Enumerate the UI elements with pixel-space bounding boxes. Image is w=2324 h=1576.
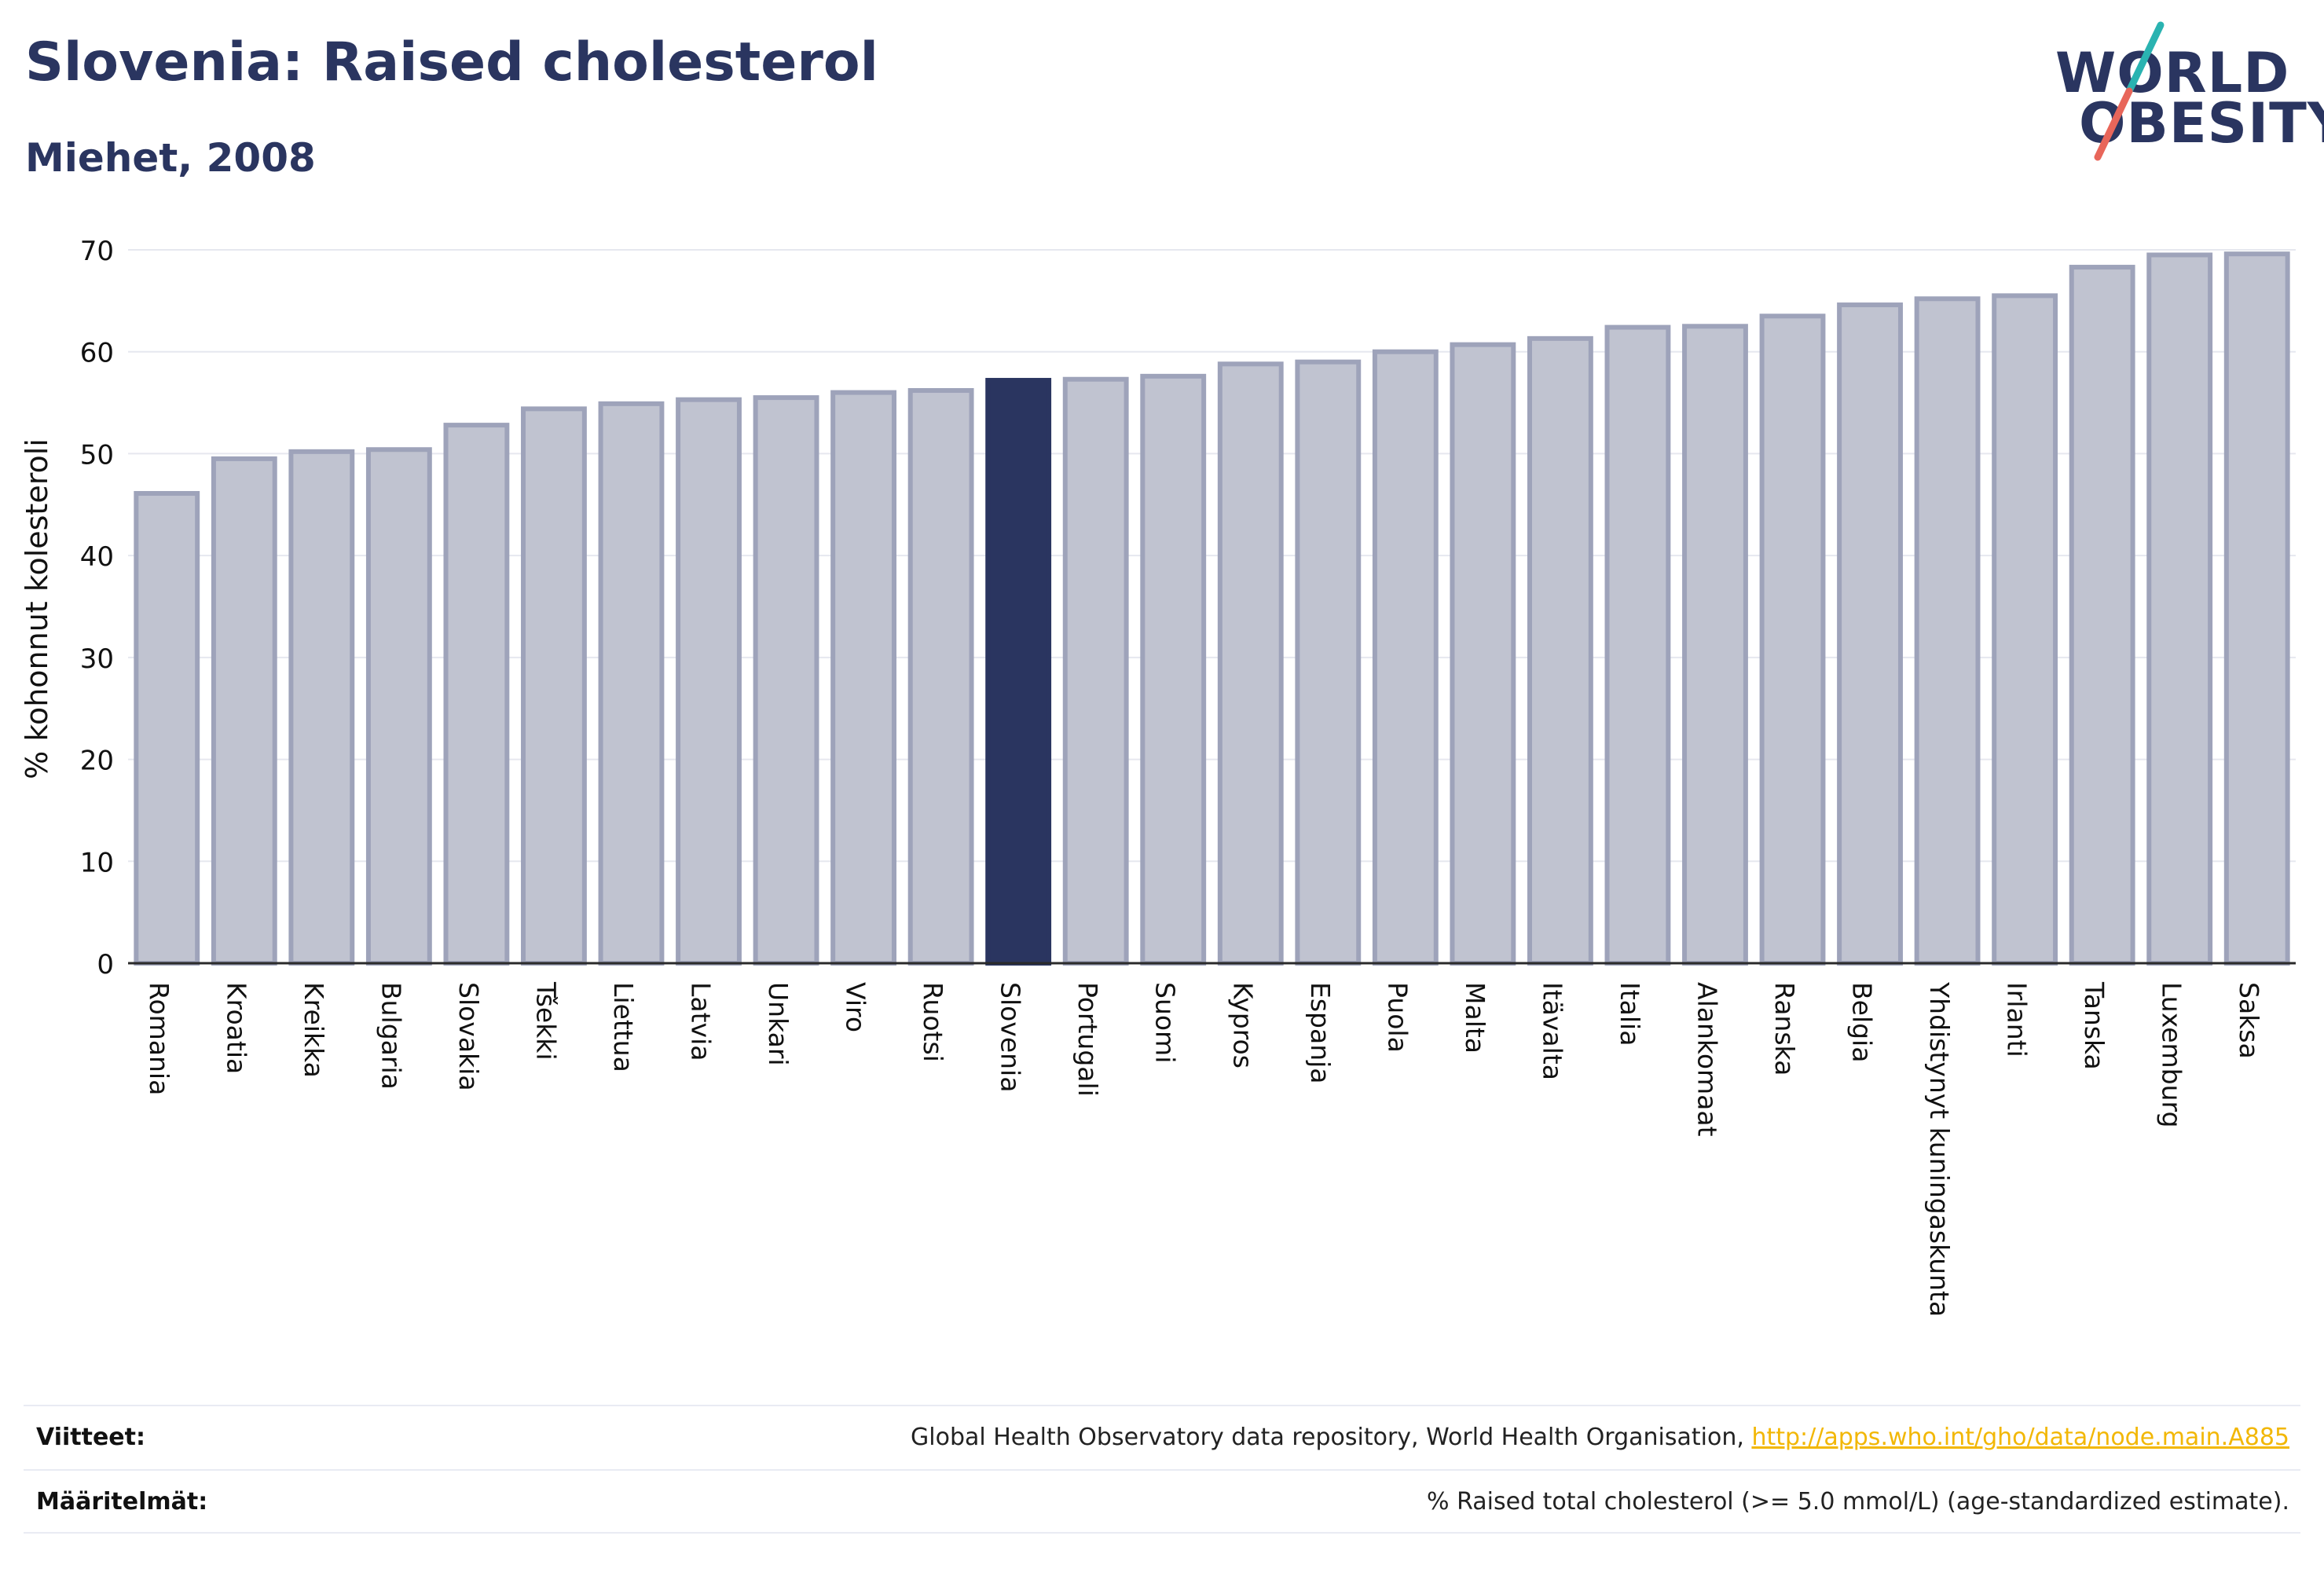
- bar-ruotsi[interactable]: [907, 388, 974, 966]
- x-tick-label: Irlanti: [2002, 982, 2033, 1057]
- x-tick-label: Romania: [144, 982, 174, 1095]
- bar-irlanti[interactable]: [1992, 293, 2058, 966]
- bar-puola[interactable]: [1372, 349, 1439, 966]
- x-tick-label: Tšekki: [530, 981, 561, 1061]
- x-tick-label: Itävalta: [1537, 982, 1567, 1080]
- bar-belgia[interactable]: [1837, 302, 1903, 966]
- bar-viro[interactable]: [830, 390, 897, 966]
- x-tick-label: Liettua: [608, 982, 639, 1072]
- x-tick-label: Luxemburg: [2157, 982, 2187, 1127]
- y-axis-label: % kohonnut kolesteroli: [20, 438, 54, 779]
- bar-itävalta[interactable]: [1527, 335, 1593, 966]
- bar-romania[interactable]: [134, 491, 200, 966]
- bar-espanja[interactable]: [1295, 359, 1362, 966]
- x-tick-label: Ruotsi: [918, 982, 948, 1062]
- y-tick-label: 0: [97, 949, 114, 980]
- bar-slovakia[interactable]: [443, 423, 510, 966]
- x-tick-label: Kypros: [1227, 982, 1258, 1068]
- x-tick-label: Ranska: [1769, 982, 1800, 1076]
- bar-saksa[interactable]: [2223, 251, 2290, 966]
- x-tick-label: Alankomaat: [1692, 982, 1722, 1137]
- bar-italia[interactable]: [1604, 324, 1671, 966]
- bar-latvia[interactable]: [676, 397, 742, 966]
- bar-slovenia[interactable]: [985, 378, 1052, 966]
- bar-luxemburg[interactable]: [2146, 252, 2213, 966]
- x-tick-label: Kroatia: [221, 982, 251, 1074]
- x-tick-label: Saksa: [2234, 982, 2264, 1059]
- sources-link[interactable]: http://apps.who.int/gho/data/node.main.A…: [1751, 1424, 2289, 1451]
- x-tick-label: Slovenia: [995, 982, 1026, 1092]
- page-title: Slovenia: Raised cholesterol: [25, 31, 878, 93]
- x-tick-label: Puola: [1382, 982, 1413, 1053]
- y-axis-ticks: 0 10 20 30 40 50 60 70: [80, 236, 114, 980]
- footer-divider: [24, 1405, 2300, 1406]
- bar-liettua[interactable]: [598, 401, 665, 966]
- x-tick-label: Kreikka: [299, 982, 329, 1078]
- bar-alankomaat[interactable]: [1682, 324, 1748, 966]
- bar-portugali[interactable]: [1062, 376, 1129, 966]
- bar-chart: 0 10 20 30 40 50 60 70 Romania Kroatia Kreikka Bul…: [20, 236, 2296, 1317]
- x-tick-label: Slovakia: [453, 982, 484, 1091]
- x-tick-label: Suomi: [1150, 982, 1181, 1063]
- x-tick-label: Bulgaria: [376, 982, 406, 1090]
- y-tick-label: 10: [80, 847, 114, 878]
- bar-ranska[interactable]: [1759, 313, 1826, 966]
- sources-description: Global Health Observatory data repositor…: [911, 1424, 1752, 1451]
- bar-kroatia[interactable]: [211, 456, 277, 966]
- bar-kreikka[interactable]: [288, 449, 355, 966]
- y-tick-label: 60: [80, 338, 114, 369]
- y-tick-label: 50: [80, 439, 114, 471]
- footer-divider: [24, 1469, 2300, 1471]
- logo-slash-icon: [2094, 21, 2165, 161]
- y-tick-label: 40: [80, 541, 114, 573]
- y-tick-label: 20: [80, 746, 114, 777]
- x-tick-label: Malta: [1460, 982, 1490, 1054]
- x-tick-label: Unkari: [763, 982, 794, 1066]
- bar-tšekki[interactable]: [521, 406, 587, 966]
- y-tick-label: 30: [80, 643, 114, 675]
- bar-suomi[interactable]: [1140, 373, 1207, 966]
- x-tick-label: Yhdistynyt kuningaskunta: [1924, 981, 1955, 1317]
- definitions-text: % Raised total cholesterol (>= 5.0 mmol/…: [1427, 1488, 2289, 1516]
- bar-tanska[interactable]: [2069, 265, 2135, 966]
- x-axis-ticks: Romania Kroatia Kreikka Bulgaria Slovakia Tše…: [144, 981, 2264, 1317]
- x-tick-label: Espanja: [1305, 982, 1336, 1084]
- definitions-label: Määritelmät:: [36, 1488, 208, 1516]
- logo-line-1: WORLD: [2055, 41, 2290, 105]
- x-tick-label: Viro: [841, 982, 871, 1032]
- bar-kypros[interactable]: [1217, 361, 1284, 966]
- x-tick-label: Portugali: [1072, 982, 1103, 1097]
- y-tick-label: 70: [80, 236, 114, 267]
- page-subtitle: Miehet, 2008: [25, 135, 316, 181]
- bar-malta[interactable]: [1450, 342, 1516, 966]
- bar-bulgaria[interactable]: [365, 447, 432, 966]
- bar-unkari[interactable]: [753, 395, 819, 966]
- x-tick-label: Italia: [1615, 982, 1645, 1046]
- x-tick-label: Tanska: [2079, 981, 2110, 1070]
- bars: [134, 251, 2290, 966]
- sources-text: Global Health Observatory data repositor…: [911, 1424, 2289, 1451]
- footer-divider: [24, 1532, 2300, 1534]
- sources-label: Viitteet:: [36, 1424, 145, 1451]
- bar-yhdistynyt-kuningaskunta[interactable]: [1914, 296, 1981, 966]
- world-obesity-logo: WORLD OBESITY: [2051, 19, 2324, 168]
- x-tick-label: Latvia: [686, 982, 717, 1061]
- x-tick-label: Belgia: [1847, 982, 1878, 1062]
